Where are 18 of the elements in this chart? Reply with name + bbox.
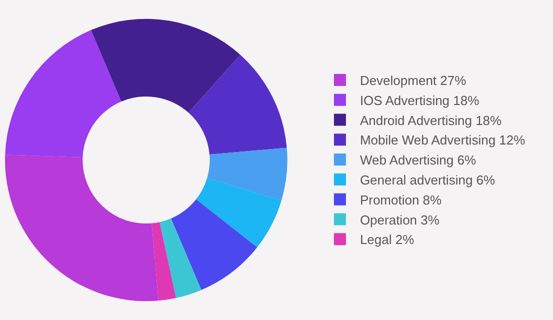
donut-slice xyxy=(5,30,122,158)
legend-label: Android Advertising 18% xyxy=(360,112,502,128)
legend-label: Mobile Web Advertising 12% xyxy=(360,132,526,148)
legend-label: Promotion 8% xyxy=(360,192,442,208)
legend-label: Legal 2% xyxy=(360,232,415,248)
legend-label: Development 27% xyxy=(360,73,467,88)
donut-slice xyxy=(152,222,176,301)
donut-slice xyxy=(160,218,202,298)
donut-slice xyxy=(5,154,158,302)
legend-label: IOS Advertising 18% xyxy=(360,92,480,108)
donut-slice xyxy=(188,54,287,154)
donut-slice xyxy=(196,178,282,248)
donut-slice xyxy=(91,18,240,113)
donut-slice xyxy=(171,199,258,290)
legend-label: General advertising 6% xyxy=(360,172,496,188)
legend-label: Web Advertising 6% xyxy=(360,152,476,168)
legend-label: Operation 3% xyxy=(360,212,440,228)
donut-slice xyxy=(207,148,288,200)
